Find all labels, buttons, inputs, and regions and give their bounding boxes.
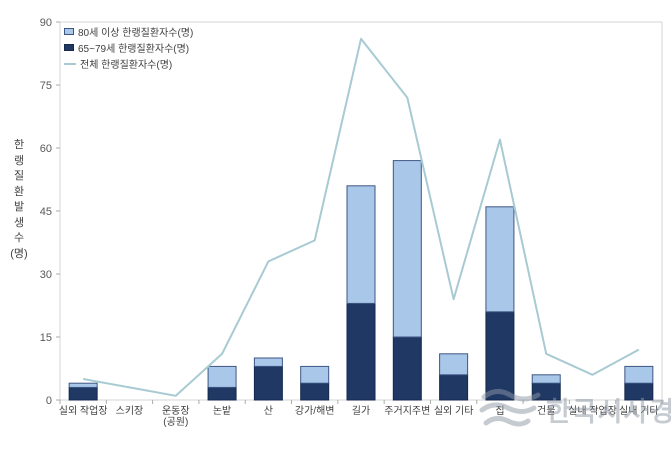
bar-segment-65-79 bbox=[485, 311, 515, 401]
y-axis-title: 한 랭 질 환 발 생 수 (명) bbox=[6, 138, 32, 262]
bar-segment-65-79 bbox=[68, 386, 98, 401]
x-category-label: 논밭 bbox=[213, 405, 231, 417]
legend-swatch-65-79-icon bbox=[64, 44, 74, 51]
legend: 80세 이상 한랭질환자수(명) 65~79세 한랭질환자수(명) 전체 한랭질… bbox=[64, 25, 194, 71]
legend-item-total: 전체 한랭질환자수(명) bbox=[64, 57, 193, 71]
bar-segment-80plus bbox=[207, 365, 237, 388]
legend-item-65-79: 65~79세 한랭질환자수(명) bbox=[64, 41, 193, 55]
bar-segment-80plus bbox=[68, 382, 98, 388]
y-tick-label: 45 bbox=[40, 206, 52, 218]
x-category-label: 실외 작업장 bbox=[59, 404, 108, 417]
bar-segment-80plus bbox=[392, 160, 422, 338]
legend-label-80plus: 80세 이상 한랭질환자수(명) bbox=[78, 28, 194, 39]
bar-segment-65-79 bbox=[531, 382, 561, 401]
x-category-label: 실내 작업장 bbox=[568, 404, 617, 417]
x-category-label: 스키장 bbox=[116, 405, 144, 417]
bar-segment-65-79 bbox=[253, 365, 283, 401]
x-category-label: 실외 기타 bbox=[434, 405, 474, 417]
y-tick-label: 75 bbox=[40, 80, 52, 92]
y-axis-title-char: 환 bbox=[13, 185, 25, 198]
legend-label-65-79: 65~79세 한랭질환자수(명) bbox=[78, 44, 190, 55]
legend-label-total: 전체 한랭질환자수(명) bbox=[80, 60, 173, 71]
y-tick-label: 90 bbox=[40, 17, 52, 29]
y-tick-label: 0 bbox=[46, 395, 52, 407]
y-axis-title-char: 한 bbox=[13, 139, 25, 151]
bar-segment-80plus bbox=[300, 365, 330, 384]
bar-segment-80plus bbox=[485, 206, 515, 313]
x-category-label: 주거지주변 bbox=[384, 405, 430, 417]
y-axis-title-char: 생 bbox=[13, 216, 25, 229]
y-axis-title-char: 질 bbox=[13, 170, 25, 182]
bar-segment-80plus bbox=[624, 365, 654, 384]
x-category-label: 건물 bbox=[537, 405, 555, 417]
legend-swatch-total-line-icon bbox=[64, 62, 76, 65]
y-tick-label: 15 bbox=[40, 332, 52, 344]
bar-segment-80plus bbox=[531, 374, 561, 384]
bar-segment-65-79 bbox=[346, 302, 376, 401]
bar-segment-65-79 bbox=[392, 336, 422, 401]
bar-segment-65-79 bbox=[439, 374, 469, 401]
bar-segment-65-79 bbox=[624, 382, 654, 401]
x-category-label: 산 bbox=[264, 405, 273, 417]
x-category-label: 실내 기타 bbox=[619, 405, 659, 417]
x-category-label: 길가 bbox=[352, 404, 370, 417]
y-axis-title-char: (명) bbox=[10, 247, 28, 260]
x-category-label: 운동장 (공원) bbox=[162, 405, 190, 428]
bar-segment-65-79 bbox=[207, 386, 237, 401]
bar-segment-65-79 bbox=[300, 382, 330, 401]
x-category-label: 집 bbox=[495, 405, 504, 417]
y-tick-label: 30 bbox=[40, 269, 52, 281]
y-axis-title-char: 발 bbox=[13, 201, 25, 213]
legend-swatch-80plus-icon bbox=[64, 28, 74, 35]
bar-segment-80plus bbox=[253, 357, 283, 367]
bar-segment-80plus bbox=[439, 353, 469, 376]
legend-item-80plus: 80세 이상 한랭질환자수(명) bbox=[64, 25, 194, 39]
y-axis-title-char: 수 bbox=[13, 232, 25, 244]
x-category-label: 강가/해변 bbox=[295, 404, 335, 417]
bar-segment-80plus bbox=[346, 185, 376, 304]
total-line-series bbox=[82, 37, 640, 397]
y-tick-label: 60 bbox=[40, 143, 52, 155]
y-axis-title-char: 랭 bbox=[13, 154, 25, 167]
